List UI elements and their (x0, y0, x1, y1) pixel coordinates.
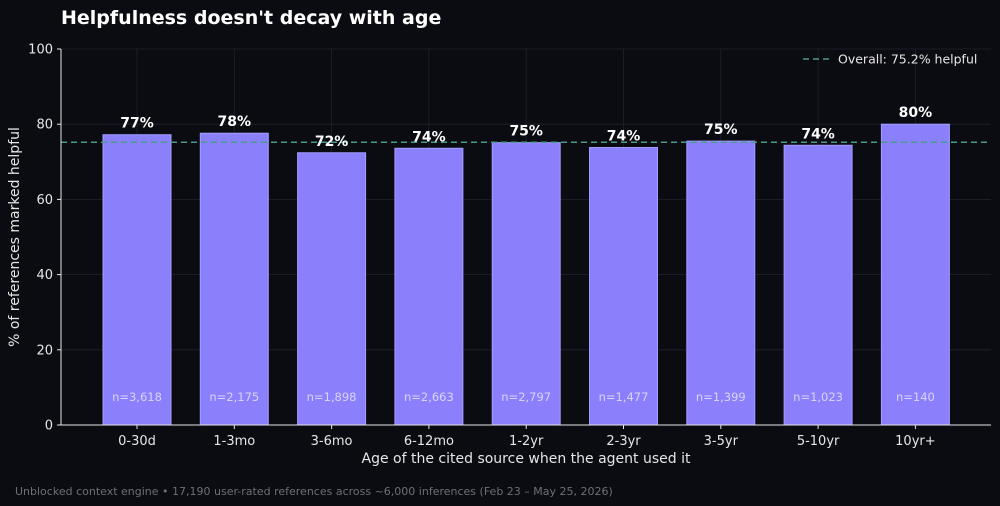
x-tick-label: 3-6mo (311, 434, 353, 449)
y-tick-label: 80 (36, 118, 53, 133)
axes-layer (57, 48, 991, 429)
bar-3-5yr (686, 140, 756, 426)
y-tick-label: 60 (36, 193, 53, 208)
bar-3-6mo (297, 152, 367, 426)
bar-value-label: 80% (899, 105, 933, 121)
bar-sample-size-label: n=2,663 (404, 390, 454, 404)
bar-6-12mo (394, 147, 464, 426)
x-tick-label: 5-10yr (797, 434, 840, 449)
footer-note: Unblocked context engine • 17,190 user-r… (15, 485, 613, 498)
chart-title: Helpfulness doesn't decay with age (61, 7, 441, 29)
bar-value-label: 75% (509, 124, 543, 140)
bar-1-2yr (491, 142, 561, 426)
y-tick-label: 20 (36, 343, 53, 358)
x-axis-label: Age of the cited source when the agent u… (362, 451, 691, 467)
bar-sample-size-label: n=1,023 (793, 390, 843, 404)
bar-value-label: 77% (120, 116, 154, 132)
bar-value-label: 72% (315, 134, 349, 150)
x-tick-label: 10yr+ (895, 434, 935, 449)
bar-value-label: 75% (704, 122, 738, 138)
bars-layer (102, 123, 950, 426)
x-tick-label: 1-3mo (213, 434, 255, 449)
bar-5-10yr (783, 144, 853, 426)
bar-sample-size-label: n=1,399 (696, 390, 746, 404)
legend: Overall: 75.2% helpful (803, 52, 977, 67)
bar-value-label: 74% (412, 129, 446, 145)
y-tick-label: 100 (28, 43, 53, 58)
bar-1-3mo (199, 132, 269, 426)
x-tick-label: 1-2yr (509, 434, 544, 449)
x-tick-label: 2-3yr (606, 434, 641, 449)
bar-sample-size-label: n=1,477 (599, 390, 649, 404)
y-tick-label: 0 (45, 419, 53, 434)
bar-sample-size-label: n=1,898 (307, 390, 357, 404)
bar-10yr+ (880, 123, 950, 426)
bar-value-label: 74% (801, 126, 835, 142)
labels-layer: 0 20 40 60 80 100 0-30d 77% n=3,618 1-3mo 78% n=2,1… (28, 43, 935, 450)
bar-0-30d (102, 134, 172, 426)
bar-sample-size-label: n=2,797 (501, 390, 551, 404)
x-tick-label: 3-5yr (704, 434, 739, 449)
y-tick-label: 40 (36, 268, 53, 283)
bar-sample-size-label: n=2,175 (209, 390, 259, 404)
x-tick-label: 6-12mo (404, 434, 454, 449)
bar-2-3yr (589, 147, 658, 426)
legend-label: Overall: 75.2% helpful (838, 52, 977, 67)
x-tick-label: 0-30d (118, 434, 156, 449)
bar-sample-size-label: n=140 (896, 390, 935, 404)
y-axis-label: % of references marked helpful (7, 127, 23, 347)
bar-value-label: 78% (218, 114, 252, 130)
bar-value-label: 74% (607, 129, 641, 145)
bar-sample-size-label: n=3,618 (112, 390, 162, 404)
